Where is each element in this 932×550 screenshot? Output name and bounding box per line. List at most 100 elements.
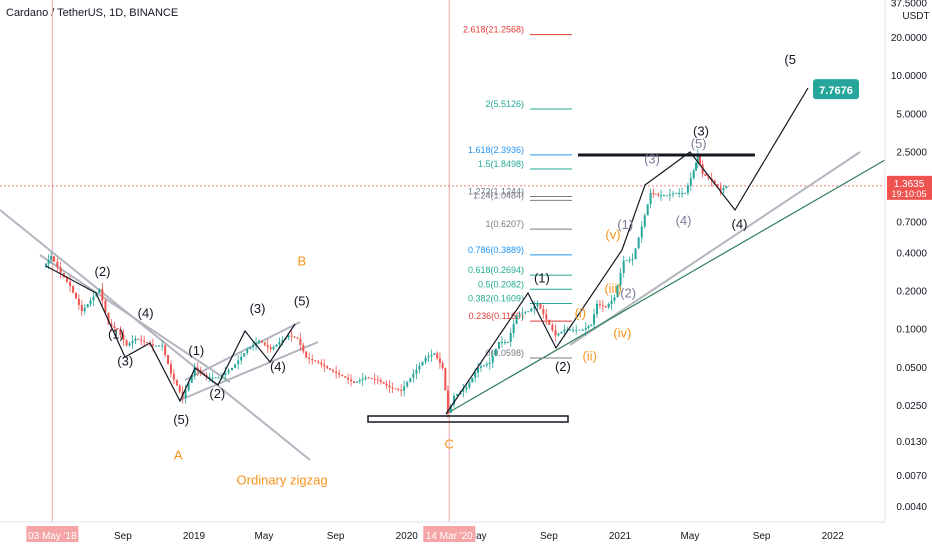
candle-body [119, 329, 122, 335]
wave-label: (1) [188, 343, 204, 358]
candle-body [418, 365, 421, 370]
candle-body [660, 195, 663, 197]
candle-body [569, 329, 572, 331]
price-tick-label: 0.1000 [896, 325, 927, 336]
time-tick-label: Sep [114, 531, 132, 542]
candle-body [686, 185, 689, 193]
candle-body [707, 176, 710, 179]
candle-body [214, 377, 217, 379]
candle-body [545, 314, 548, 320]
wave-label: (2) [95, 264, 111, 279]
candle-body [512, 324, 515, 334]
bottom-support-box [367, 415, 569, 423]
candle-body [107, 312, 110, 325]
candle-body [131, 340, 134, 344]
candle-body [692, 170, 695, 179]
candle-body [364, 377, 367, 379]
candle-body [491, 355, 494, 363]
candle-body [125, 340, 128, 346]
candle-body [175, 379, 178, 386]
price-tick-label: 0.0130 [896, 437, 927, 448]
candle-body [527, 311, 530, 313]
candle-body [560, 331, 563, 334]
candle-body [311, 359, 314, 361]
candle-body [575, 329, 578, 331]
candle-body [234, 364, 237, 368]
candle-body [465, 387, 468, 390]
candle-body [488, 362, 491, 364]
target-price-box [813, 79, 859, 100]
candle-body [595, 303, 598, 315]
candle-body [314, 360, 317, 362]
fib-level-label: 1(0.6207) [485, 219, 524, 229]
trend-line [39, 254, 231, 383]
support-trend-line [445, 159, 886, 415]
candle-body [424, 357, 427, 362]
wave-label: (5 [784, 52, 796, 67]
wave-label: (2) [209, 386, 225, 401]
candle-body [113, 326, 116, 328]
candle-body [554, 330, 557, 336]
candle-body [675, 192, 678, 194]
candle-body [587, 326, 590, 328]
candle-body [557, 333, 560, 336]
candle-body [689, 178, 692, 186]
candle-body [628, 259, 631, 261]
candle-body [604, 306, 607, 308]
fib-level-label: 2(5.5126) [485, 99, 524, 109]
candle-body [462, 389, 465, 392]
price-tick-label: 5.0000 [896, 109, 927, 120]
wave-label: (v) [605, 227, 620, 242]
candle-body [640, 226, 643, 238]
candle-body [500, 341, 503, 343]
candle-body [409, 377, 412, 383]
candle-body [598, 303, 601, 305]
candle-body [278, 341, 281, 345]
candle-body [275, 344, 278, 347]
fib-level-label: 1.5(1.8498) [478, 159, 524, 169]
candle-body [237, 360, 240, 365]
candle-body [421, 361, 424, 366]
candle-body [169, 364, 172, 374]
candle-body [551, 324, 554, 331]
candle-body [290, 335, 293, 337]
candle-body [662, 195, 665, 197]
wave-label: (3) [644, 151, 660, 166]
candle-body [649, 192, 652, 205]
candle-body [266, 344, 269, 348]
candle-body [542, 309, 545, 315]
candle-body [59, 267, 62, 273]
candle-body [719, 187, 722, 191]
candle-body [56, 261, 59, 268]
price-tick-label: 0.0040 [896, 502, 927, 513]
candle-body [184, 390, 187, 398]
fib-level-label: 0.236(0.1169) [469, 311, 524, 321]
wave-path [45, 265, 296, 403]
candle-body [224, 372, 227, 376]
fib-level-label: 0.618(0.2694) [468, 265, 524, 275]
candle-body [272, 346, 275, 350]
candle-body [92, 296, 95, 301]
candle-body [320, 362, 323, 365]
candle-body [227, 370, 230, 373]
price-tick-label: 10.0000 [891, 71, 928, 82]
chart-title: Cardano / TetherUS, 1D, BINANCE [6, 7, 179, 19]
candle-body [167, 354, 170, 365]
candle-body [358, 380, 361, 382]
candle-body [50, 256, 53, 260]
candle-body [713, 180, 716, 184]
wave-label: (1) [534, 271, 550, 286]
fib-level-label: 0.382(0.1609) [468, 293, 524, 303]
wave-label: (5) [294, 294, 310, 309]
candle-body [53, 256, 56, 262]
candle-body [344, 376, 347, 378]
wave-label: (3) [693, 124, 709, 139]
candle-body [338, 373, 341, 375]
time-tick-label: 2020 [396, 531, 419, 542]
candle-body [716, 183, 719, 188]
candle-body [347, 377, 350, 380]
candle-body [72, 286, 75, 293]
candle-body [101, 288, 104, 301]
candle-body [391, 387, 394, 389]
